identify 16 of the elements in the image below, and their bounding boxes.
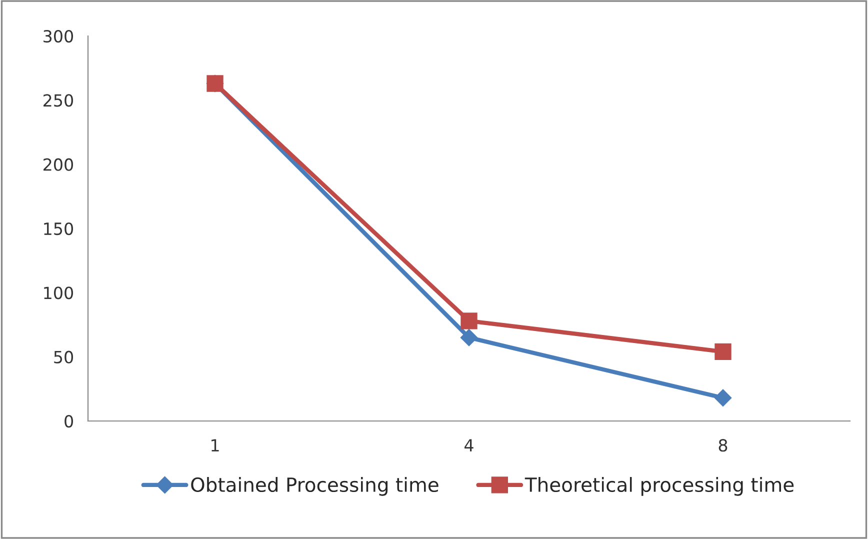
x-tick-label: 8 xyxy=(718,439,728,452)
x-tick-label: 1 xyxy=(212,439,219,452)
y-tick-label: 150 xyxy=(44,222,74,236)
y-tick-label: 0 xyxy=(64,414,74,428)
point xyxy=(460,312,478,330)
y-tick-label: 200 xyxy=(44,158,74,171)
legend-label: Theoretical processing time xyxy=(524,477,794,496)
y-tick-label: 50 xyxy=(54,350,74,364)
y-tick-label: 300 xyxy=(44,30,74,43)
legend-label: Obtained Processing time xyxy=(191,477,438,496)
point xyxy=(714,343,732,360)
x-tick-label: 4 xyxy=(464,439,474,452)
point xyxy=(714,389,732,406)
point xyxy=(460,329,478,346)
y-tick-label: 250 xyxy=(44,94,74,107)
y-tick-label: 100 xyxy=(44,286,74,300)
